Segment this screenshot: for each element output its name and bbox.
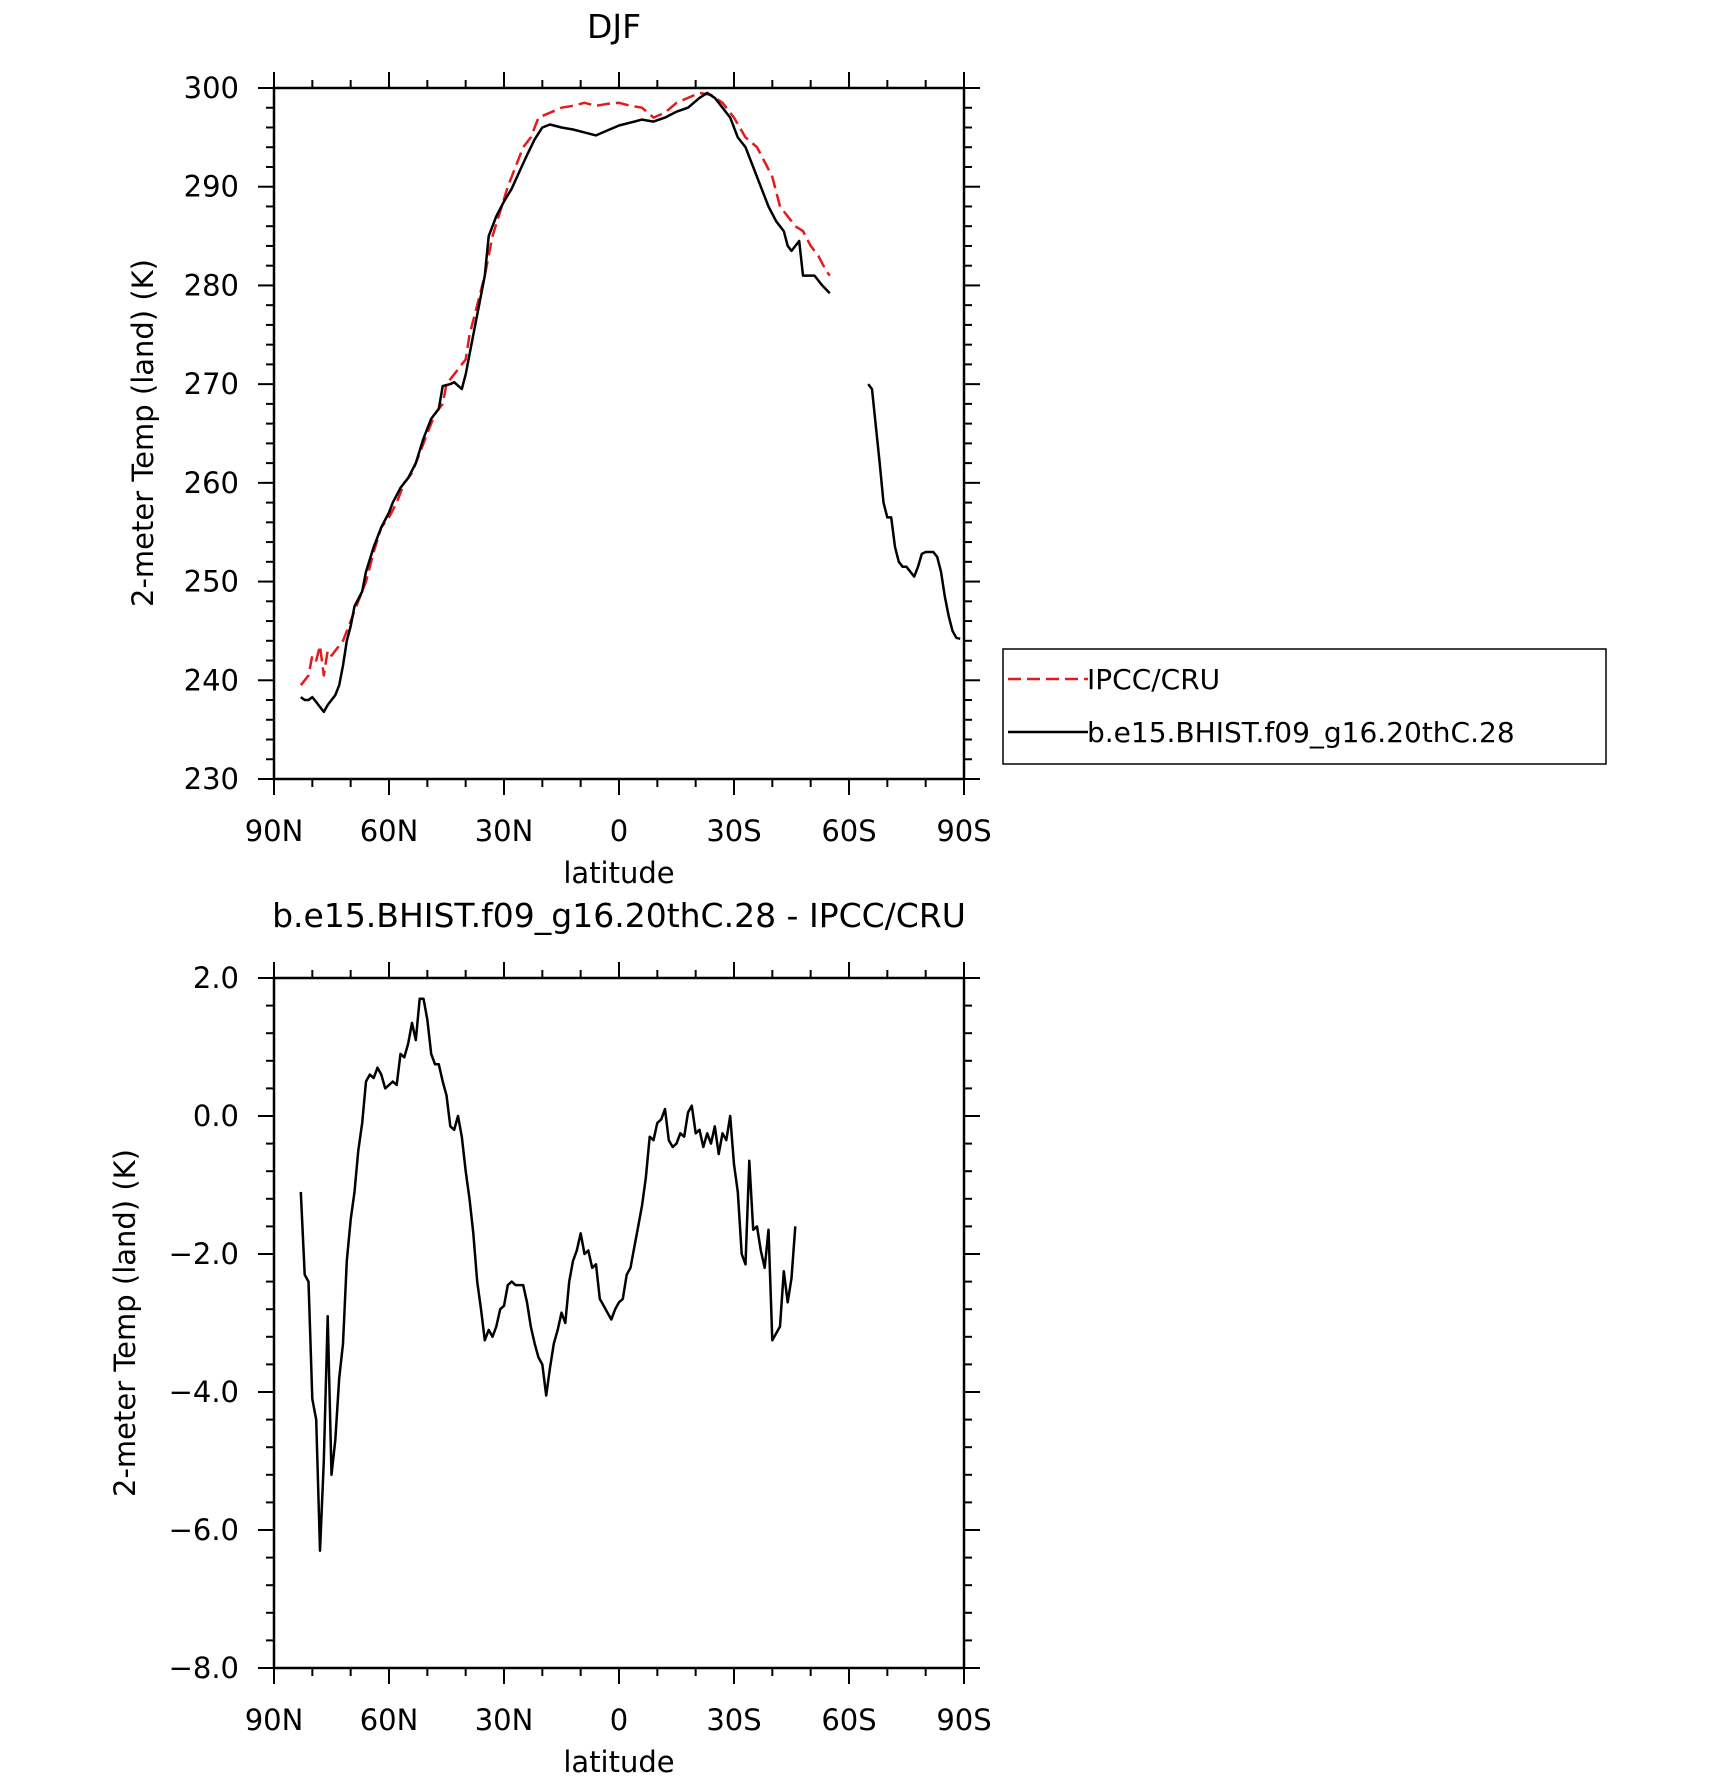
y-tick-label: 2.0	[193, 961, 239, 995]
y-axis-title: 2-meter Temp (land) (K)	[108, 1149, 142, 1497]
y-tick-label: 290	[184, 170, 239, 204]
y-tick-label: −8.0	[169, 1651, 239, 1685]
y-tick-label: −2.0	[169, 1237, 239, 1271]
x-tick-label: 60S	[821, 1703, 876, 1737]
x-tick-label: 30N	[475, 1703, 534, 1737]
tick-marks	[258, 962, 980, 1684]
x-tick-label: 90N	[245, 814, 304, 848]
x-tick-label: 90S	[936, 1703, 991, 1737]
x-tick-labels: 90N 60N 30N 0 30S 60S 90S	[245, 814, 992, 848]
y-tick-label: 260	[184, 466, 239, 500]
series-line-model	[300, 91, 831, 714]
y-tick-label: 280	[184, 268, 239, 302]
x-axis-title: latitude	[563, 856, 674, 890]
difference-panel: b.e15.BHIST.f09_g16.20thC.28 - IPCC/CRU …	[108, 896, 992, 1777]
x-tick-label: 90S	[936, 814, 991, 848]
y-tick-label: −6.0	[169, 1513, 239, 1547]
y-tick-labels: −8.0 −6.0 −4.0 −2.0 0.0 2.0	[169, 961, 239, 1685]
plot-frame	[272, 976, 966, 1670]
x-tick-label: 30S	[706, 1703, 761, 1737]
plot-frame	[272, 86, 966, 781]
y-tick-label: 230	[184, 762, 239, 796]
x-tick-label: 30N	[475, 814, 534, 848]
panel-title: b.e15.BHIST.f09_g16.20thC.28 - IPCC/CRU	[272, 896, 966, 935]
y-axis-title: 2-meter Temp (land) (K)	[126, 259, 160, 607]
temperature-panel: DJF 230 240 250 260 270 280 290 300 90N 60N 30N 0 3…	[126, 7, 1607, 890]
x-tick-label: 0	[610, 1703, 628, 1737]
series-layer	[299, 91, 961, 714]
series-line-model	[299, 997, 797, 1552]
legend-label-model: b.e15.BHIST.f09_g16.20thC.28	[1087, 716, 1515, 749]
x-tick-label: 90N	[245, 1703, 304, 1737]
x-axis-title: latitude	[563, 1745, 674, 1777]
y-tick-label: 270	[184, 367, 239, 401]
x-tick-label: 30S	[706, 814, 761, 848]
x-tick-label: 0	[610, 814, 628, 848]
x-tick-label: 60S	[821, 814, 876, 848]
y-tick-label: 0.0	[193, 1099, 239, 1133]
legend-label-cru: IPCC/CRU	[1087, 663, 1220, 696]
y-tick-label: 250	[184, 565, 239, 599]
x-tick-labels: 90N 60N 30N 0 30S 60S 90S	[245, 1703, 992, 1737]
tick-marks	[258, 72, 980, 795]
x-tick-label: 60N	[360, 1703, 419, 1737]
series-line-cru	[299, 91, 831, 686]
legend-box	[1002, 648, 1607, 765]
panel-title: DJF	[587, 7, 641, 46]
y-tick-labels: 230 240 250 260 270 280 290 300	[184, 71, 239, 796]
y-tick-label: 240	[184, 663, 239, 697]
series-line-model	[867, 383, 961, 641]
y-tick-label: −4.0	[169, 1375, 239, 1409]
series-layer	[299, 997, 797, 1552]
x-tick-label: 60N	[360, 814, 419, 848]
y-tick-label: 300	[184, 71, 239, 105]
legend: IPCC/CRU b.e15.BHIST.f09_g16.20thC.28	[1002, 648, 1607, 765]
